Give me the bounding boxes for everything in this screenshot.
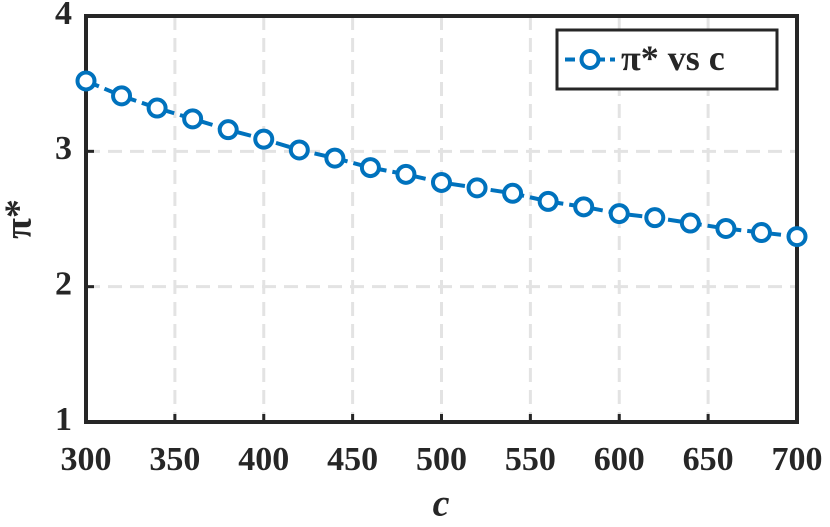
point-marker <box>573 196 595 218</box>
point-marker <box>537 190 559 212</box>
plot-frame <box>84 14 799 424</box>
point-marker <box>679 212 701 234</box>
x-tick-label: 400 <box>238 441 289 478</box>
point-marker <box>750 222 772 244</box>
y-tick-label: 1 <box>55 401 72 438</box>
point-marker <box>288 139 310 161</box>
x-tick-label: 350 <box>149 441 200 478</box>
point-marker <box>217 119 239 141</box>
x-tick-label: 600 <box>594 441 645 478</box>
x-tick-label: 500 <box>416 441 467 478</box>
point-marker <box>182 108 204 130</box>
point-marker <box>715 217 737 239</box>
legend-label: π* vs c <box>621 38 725 78</box>
x-tick-label: 550 <box>505 441 556 478</box>
point-marker <box>502 182 524 204</box>
point-marker <box>359 157 381 179</box>
point-marker <box>146 97 168 119</box>
point-marker <box>253 128 275 150</box>
point-marker <box>644 207 666 229</box>
y-axis-label: π* <box>0 199 40 239</box>
point-marker <box>466 177 488 199</box>
point-marker <box>75 70 97 92</box>
point-marker <box>431 171 452 193</box>
x-tick-label: 450 <box>327 441 378 478</box>
y-tick-label: 2 <box>55 265 72 302</box>
point-marker <box>395 163 417 185</box>
x-tick-label: 650 <box>683 441 734 478</box>
x-tick-label: 700 <box>772 441 823 478</box>
y-tick-label: 4 <box>55 0 72 32</box>
legend-marker <box>579 49 601 70</box>
x-tick-label: 300 <box>61 441 112 478</box>
point-marker <box>608 203 630 225</box>
x-axis-label: c <box>433 483 450 522</box>
y-tick-label: 3 <box>55 130 72 167</box>
point-marker <box>324 147 346 169</box>
point-marker <box>786 226 808 248</box>
point-marker <box>111 85 133 107</box>
